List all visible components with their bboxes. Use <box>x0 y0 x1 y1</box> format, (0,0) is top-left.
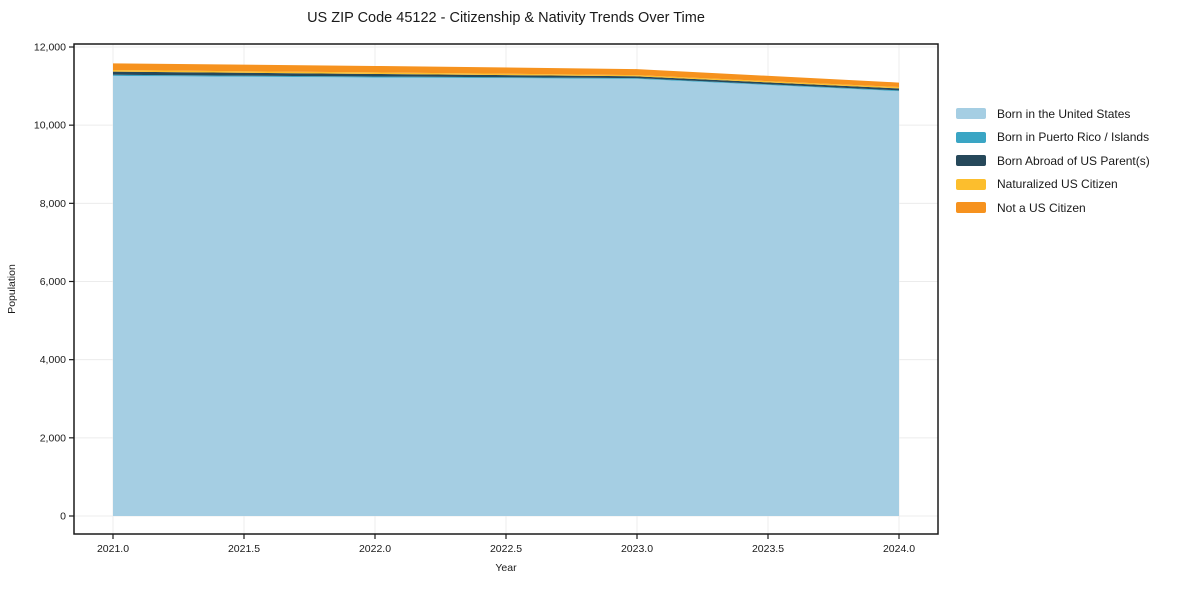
x-axis-label: Year <box>495 562 517 574</box>
y-tick-label: 12,000 <box>34 42 66 54</box>
y-axis-label: Population <box>6 264 18 314</box>
legend-label: Born Abroad of US Parent(s) <box>997 153 1150 168</box>
legend-swatch-icon <box>956 131 986 143</box>
tick-layer: 0 2,000 4,000 6,000 8,000 10,000 12,000 2021.0 2… <box>34 42 915 556</box>
x-tick-label: 2022.0 <box>359 543 391 555</box>
y-tick-label: 0 <box>60 511 66 523</box>
plot-border <box>73 43 939 535</box>
legend-item-born-in-the-united-states: Born in the United States <box>956 102 1150 126</box>
area-born-abroad-of-us-parent-s <box>113 71 899 91</box>
legend-swatch-icon <box>956 178 986 190</box>
area-born-in-puerto-rico-islands <box>113 74 899 92</box>
x-tick-label: 2023.0 <box>621 543 653 555</box>
legend-swatch-icon <box>956 155 986 167</box>
stacked-area-layer <box>113 63 899 517</box>
x-tick-label: 2024.0 <box>883 543 915 555</box>
y-tick-label: 2,000 <box>40 432 66 444</box>
area-naturalized-us-citizen <box>113 70 899 89</box>
x-tick-label: 2021.0 <box>97 543 129 555</box>
legend-item-not-a-us-citizen: Not a US Citizen <box>956 196 1150 220</box>
legend: Born in the United States Born in Puerto … <box>956 102 1150 220</box>
legend-label: Not a US Citizen <box>997 200 1086 215</box>
area-born-in-the-united-states <box>113 75 899 517</box>
legend-swatch-icon <box>956 202 986 214</box>
y-tick-label: 6,000 <box>40 276 66 288</box>
legend-item-born-abroad-of-us-parent-s: Born Abroad of US Parent(s) <box>956 149 1150 173</box>
y-tick-label: 4,000 <box>40 354 66 366</box>
chart-title: US ZIP Code 45122 - Citizenship & Nativi… <box>307 10 705 26</box>
legend-label: Naturalized US Citizen <box>997 177 1118 192</box>
legend-label: Born in Puerto Rico / Islands <box>997 130 1150 145</box>
x-tick-label: 2021.5 <box>228 543 260 555</box>
area-not-a-us-citizen <box>113 63 899 88</box>
y-tick-label: 10,000 <box>34 120 66 132</box>
legend-label: Born in the United States <box>997 106 1131 121</box>
x-tick-label: 2022.5 <box>490 543 522 555</box>
legend-item-born-in-puerto-rico-islands: Born in Puerto Rico / Islands <box>956 126 1150 150</box>
legend-item-naturalized-us-citizen: Naturalized US Citizen <box>956 173 1150 197</box>
x-tick-label: 2023.5 <box>752 543 784 555</box>
legend-swatch-icon <box>956 108 986 120</box>
y-tick-label: 8,000 <box>40 198 66 210</box>
